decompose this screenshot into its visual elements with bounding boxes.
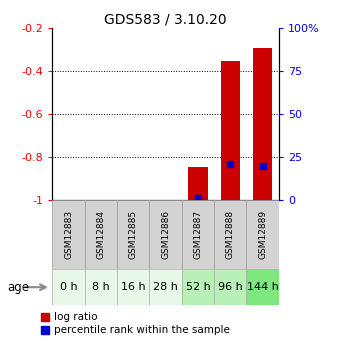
Text: 8 h: 8 h — [92, 282, 110, 292]
Bar — [221, 61, 240, 200]
Text: 144 h: 144 h — [247, 282, 279, 292]
Text: 16 h: 16 h — [121, 282, 146, 292]
Bar — [188, 167, 208, 200]
Text: 96 h: 96 h — [218, 282, 243, 292]
Legend: log ratio, percentile rank within the sample: log ratio, percentile rank within the sa… — [41, 312, 230, 335]
Bar — [85, 200, 117, 269]
Text: age: age — [7, 281, 29, 294]
Title: GDS583 / 3.10.20: GDS583 / 3.10.20 — [104, 12, 227, 27]
Bar — [52, 269, 85, 305]
Text: 28 h: 28 h — [153, 282, 178, 292]
Text: GSM12889: GSM12889 — [258, 210, 267, 259]
Bar — [214, 200, 246, 269]
Bar — [149, 200, 182, 269]
Bar — [52, 200, 85, 269]
Text: 0 h: 0 h — [60, 282, 77, 292]
Bar — [246, 200, 279, 269]
Text: GSM12888: GSM12888 — [226, 210, 235, 259]
Bar — [253, 48, 272, 200]
Bar — [182, 269, 214, 305]
Text: GSM12886: GSM12886 — [161, 210, 170, 259]
Bar — [117, 269, 149, 305]
Bar — [182, 200, 214, 269]
Bar — [117, 200, 149, 269]
Text: GSM12884: GSM12884 — [96, 210, 105, 259]
Bar — [85, 269, 117, 305]
Bar — [214, 269, 246, 305]
Text: GSM12887: GSM12887 — [193, 210, 202, 259]
Text: 52 h: 52 h — [186, 282, 210, 292]
Text: GSM12885: GSM12885 — [129, 210, 138, 259]
Bar — [246, 269, 279, 305]
Text: GSM12883: GSM12883 — [64, 210, 73, 259]
Bar — [149, 269, 182, 305]
